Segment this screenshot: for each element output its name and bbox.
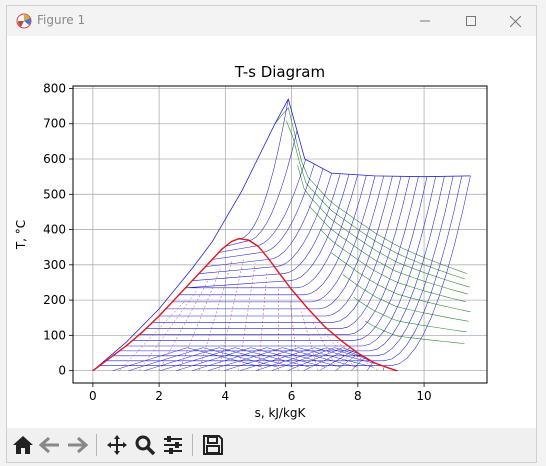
toolbar-separator — [192, 434, 193, 456]
constant-enthalpy-line — [312, 322, 339, 371]
constant-enthalpy-line — [138, 289, 198, 371]
curve-family — [92, 98, 471, 372]
isobar-curve — [92, 176, 402, 371]
y-tick-label: 400 — [43, 223, 66, 237]
x-tick-label: 4 — [222, 389, 230, 403]
title-bar[interactable]: Figure 1 — [7, 6, 536, 36]
y-tick-label: 700 — [43, 117, 66, 131]
low-pressure-curve — [223, 347, 374, 371]
isobar-curve — [92, 173, 332, 371]
y-tick-label: 200 — [43, 293, 66, 307]
save-button[interactable] — [201, 433, 225, 457]
constant-volume-curve — [353, 297, 467, 333]
x-tick-label: 6 — [288, 389, 296, 403]
constant-enthalpy-line — [238, 263, 256, 371]
isobar-curve — [92, 99, 289, 371]
zoom-magnifier-icon — [135, 435, 156, 456]
home-icon — [13, 436, 33, 454]
constant-volume-curve — [364, 320, 465, 344]
forward-button[interactable] — [65, 433, 89, 457]
constant-volume-curve — [331, 252, 471, 313]
isobar-curve — [92, 175, 367, 371]
constant-enthalpy-line — [198, 260, 233, 371]
low-pressure-curve — [144, 347, 294, 371]
low-pressure-curve — [239, 347, 390, 371]
figure-window: Figure 1 0 2 4 6 8 10 0 100 200 300 400 500 600 700 80… — [6, 5, 537, 463]
constant-volume-curve — [319, 228, 466, 303]
x-tick-label: 10 — [416, 389, 431, 403]
constant-volume-curve — [297, 165, 470, 288]
isobar-curve — [92, 176, 428, 371]
constant-volume-curve — [342, 274, 469, 322]
isobar-curve — [92, 176, 384, 371]
back-arrow-icon — [39, 436, 59, 454]
navigation-toolbar — [7, 428, 536, 462]
home-button[interactable] — [11, 433, 35, 457]
maximize-icon — [466, 16, 476, 26]
figure-canvas[interactable]: 0 2 4 6 8 10 0 100 200 300 400 500 600 700 800 T-s Dia… — [7, 36, 536, 428]
y-tick-label: 0 — [58, 364, 66, 378]
constant-enthalpy-line — [218, 259, 244, 371]
isobar-curve — [92, 164, 315, 371]
configure-subplots-icon — [164, 436, 182, 454]
close-button[interactable] — [492, 6, 538, 36]
constant-volume-curve — [308, 205, 468, 295]
x-tick-label: 2 — [155, 389, 163, 403]
window-title: Figure 1 — [37, 13, 86, 27]
x-axis-label: s, kJ/kgK — [255, 406, 307, 420]
low-pressure-curve — [128, 347, 278, 371]
constant-enthalpy-line — [258, 273, 268, 371]
constant-enthalpy-line — [336, 341, 378, 371]
y-tick-label: 600 — [43, 152, 66, 166]
configure-subplots-button[interactable] — [161, 433, 185, 457]
low-pressure-curve — [112, 347, 262, 371]
constant-volume-curve — [274, 107, 468, 274]
y-tick-label: 500 — [43, 187, 66, 201]
isobar-envelope-line — [92, 98, 471, 372]
low-pressure-curve — [208, 347, 358, 371]
matplotlib-app-icon — [16, 13, 32, 29]
pan-move-icon — [107, 435, 127, 455]
minimize-button[interactable] — [402, 6, 448, 36]
constant-enthalpy-line — [324, 333, 358, 371]
close-icon — [509, 15, 521, 27]
isobar-curve — [92, 175, 471, 371]
x-tick-label: 0 — [89, 389, 97, 403]
y-tick-label: 300 — [43, 258, 66, 272]
maximize-button[interactable] — [448, 6, 494, 36]
y-tick-label: 800 — [43, 81, 66, 95]
minimize-icon — [420, 20, 430, 22]
isobar-curve — [92, 176, 393, 371]
axes-frame — [72, 85, 488, 384]
toolbar-separator — [96, 434, 97, 456]
isobar-curve — [92, 176, 436, 371]
constant-volume-curve — [286, 120, 466, 280]
y-tick-label: 100 — [43, 328, 66, 342]
grid-lines — [73, 86, 487, 383]
constant-enthalpy-line — [119, 300, 186, 371]
isobar-curve — [92, 176, 463, 371]
pan-button[interactable] — [105, 433, 129, 457]
x-tick-label: 8 — [354, 389, 362, 403]
save-floppy-icon — [203, 435, 223, 455]
constant-enthalpy-line — [158, 279, 210, 371]
low-pressure-curve — [192, 347, 342, 371]
saturation-dome-line — [92, 237, 397, 372]
back-button[interactable] — [38, 433, 62, 457]
y-axis-label: T, °C — [14, 220, 28, 250]
low-pressure-curve — [319, 351, 398, 371]
forward-arrow-icon — [68, 436, 88, 454]
zoom-button[interactable] — [133, 433, 157, 457]
chart-title: T-s Diagram — [234, 63, 325, 81]
low-pressure-curve — [160, 347, 310, 371]
isobar-curve — [92, 176, 419, 371]
